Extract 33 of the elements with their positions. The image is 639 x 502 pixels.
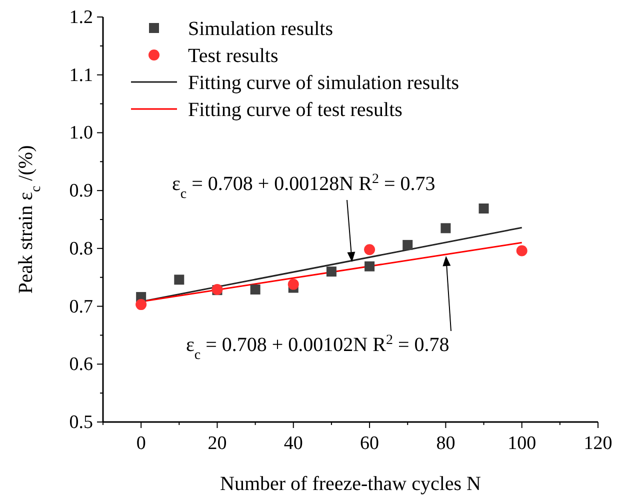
- y-tick-label: 0.9: [69, 180, 93, 202]
- point: [364, 244, 376, 256]
- x-tick-label: 100: [508, 433, 536, 454]
- y-tick-label: 0.8: [69, 238, 93, 260]
- x-tick-label: 20: [208, 433, 227, 454]
- y-tick-label: 1.0: [69, 122, 93, 144]
- y-tick-label: 1.2: [69, 7, 93, 28]
- x-tick-label: 60: [360, 433, 380, 454]
- y-tick-label: 0.7: [69, 296, 93, 318]
- annotation: ε$_{c}$ = 0.708 + 0.00128N R$^{2}$ = 0.73: [172, 172, 436, 202]
- point: [516, 245, 528, 256]
- point: [174, 274, 184, 285]
- x-tick-label: 40: [284, 433, 303, 454]
- x-axis-title: Number of freeze-thaw cycles N: [220, 473, 481, 495]
- point: [288, 278, 299, 290]
- x-tick-label: 0: [136, 433, 146, 454]
- x-tick-label: 120: [584, 433, 612, 454]
- point: [478, 204, 489, 214]
- y-tick-label: 0.6: [69, 354, 93, 376]
- annotation: ε$_{c}$ = 0.708 + 0.00102N R$^{2}$ = 0.78: [186, 332, 450, 362]
- y-tick-label: 0.5: [69, 412, 93, 433]
- y-tick-label: 1.1: [69, 64, 93, 86]
- point: [402, 240, 413, 250]
- point: [136, 299, 147, 310]
- point: [326, 266, 336, 277]
- point: [250, 284, 260, 295]
- x-tick-label: 80: [436, 433, 456, 454]
- legend-label: Simulation results: [188, 18, 334, 40]
- legend-label: Test results: [188, 45, 278, 67]
- legend-label: Fitting curve of simulation results: [188, 72, 460, 94]
- legend-label: Fitting curve of test results: [188, 99, 403, 121]
- point: [440, 223, 451, 234]
- point: [364, 261, 375, 272]
